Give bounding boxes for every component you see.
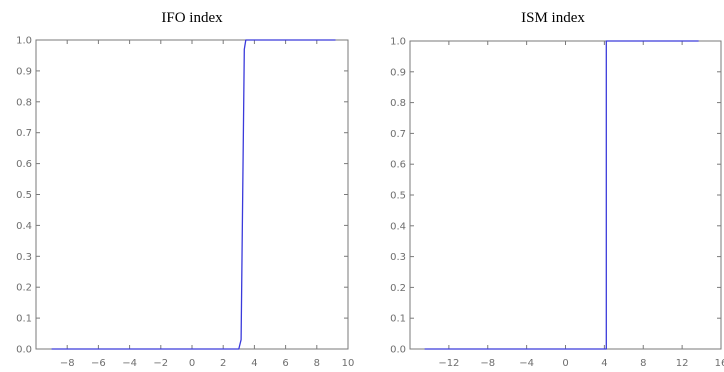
x-tick-label: 16 [715, 358, 724, 369]
y-tick-label: 0.1 [16, 314, 32, 325]
x-tick-label: −8 [480, 358, 495, 369]
x-tick-label: −4 [519, 358, 534, 369]
x-tick-label: −8 [60, 358, 75, 369]
y-tick-label: 0.9 [16, 66, 32, 77]
x-tick-label: 4 [601, 358, 607, 369]
y-tick-label: 0.8 [16, 97, 32, 108]
x-tick-label: 4 [251, 358, 257, 369]
series-line [51, 39, 336, 350]
series-line [424, 40, 699, 350]
y-tick-label: 0.8 [390, 98, 406, 109]
y-tick-label: 0.7 [16, 128, 32, 139]
x-tick-label: 6 [282, 358, 288, 369]
y-tick-label: 0.5 [390, 191, 406, 202]
chart-title: IFO index [161, 10, 223, 26]
chart-panel-ism: ISM index 0.0 0.1 0.2 0.3 0.4 0.5 0.6 0.7 0.8 0.9… [390, 10, 724, 369]
y-tick-label: 0.3 [16, 252, 32, 263]
x-tick-label: −4 [122, 358, 137, 369]
x-tick-label: −12 [438, 358, 459, 369]
y-tick-label: 0.6 [390, 160, 406, 171]
x-tick-label: 2 [220, 358, 226, 369]
y-tick-label: 1.0 [390, 37, 406, 48]
plot-frame [409, 40, 722, 350]
x-tick-label: −6 [91, 358, 106, 369]
y-tick-label: 0.6 [16, 159, 32, 170]
x-tick-label: 10 [342, 358, 355, 369]
x-tick-label: 12 [676, 358, 689, 369]
y-tick-label: 1.0 [16, 36, 32, 47]
y-tick-label: 0.7 [390, 129, 406, 140]
y-tick-label: 0.9 [390, 67, 406, 78]
y-tick-label: 0.0 [390, 345, 406, 356]
y-tick-label: 0.3 [390, 252, 406, 263]
y-tick-label: 0.4 [390, 221, 406, 232]
x-tick-label: 0 [562, 358, 568, 369]
x-tick-label: 0 [189, 358, 195, 369]
chart-title: ISM index [521, 10, 585, 26]
y-tick-label: 0.5 [16, 190, 32, 201]
x-tick-label: −2 [153, 358, 168, 369]
plot-frame [35, 39, 349, 350]
y-tick-label: 0.0 [16, 345, 32, 356]
y-tick-label: 0.2 [390, 283, 406, 294]
x-tick-label: 8 [314, 358, 320, 369]
x-tick-label: 8 [640, 358, 646, 369]
y-tick-label: 0.4 [16, 221, 32, 232]
chart-panel-ifo: IFO index 0.0 0.1 0.2 0.3 0.4 0.5 0.6 0.7 0.8 0.9… [16, 10, 354, 369]
y-tick-label: 0.2 [16, 283, 32, 294]
y-tick-label: 0.1 [390, 314, 406, 325]
